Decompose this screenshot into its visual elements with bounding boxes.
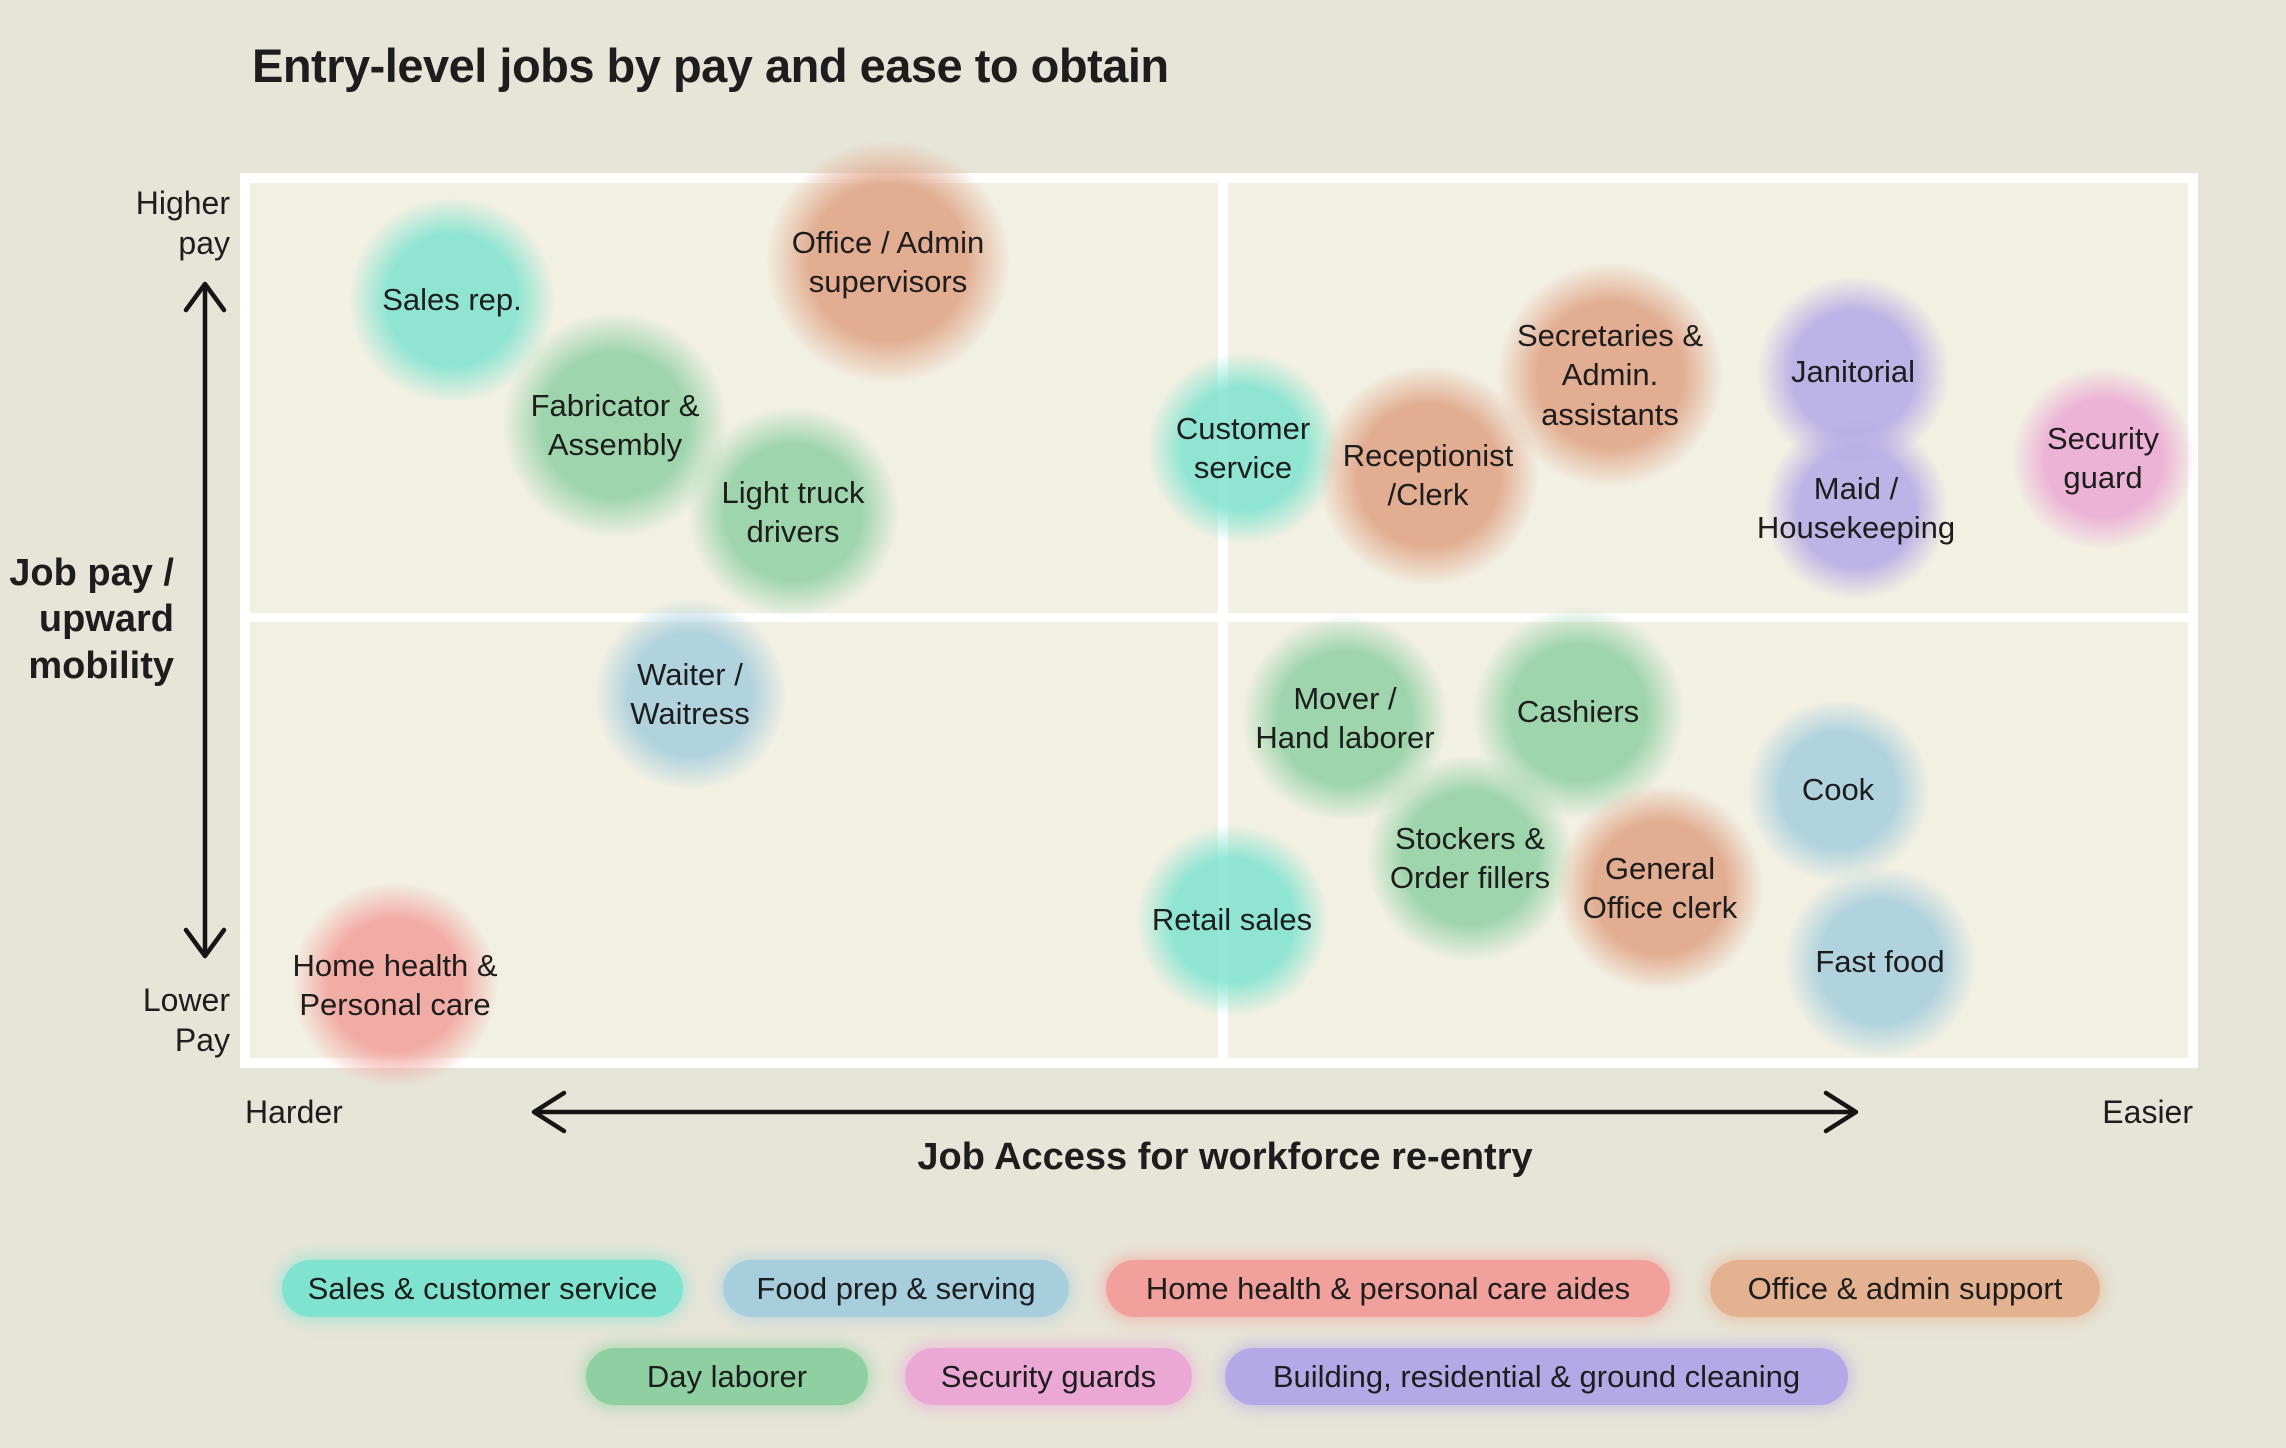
bubble-label: Mover / Hand laborer <box>1255 680 1435 755</box>
x-axis-arrow-icon <box>531 1090 1859 1134</box>
bubble-label: Stockers & Order fillers <box>1389 820 1551 895</box>
bubble-general-office-clerk: General Office clerk <box>1550 778 1770 998</box>
bubble-label: Maid / Housekeeping <box>1756 470 1956 545</box>
bubble-label: Sales rep. <box>382 282 522 318</box>
y-axis-top-label: Higher pay <box>135 185 230 261</box>
bubble-label: Fast food <box>1815 944 1945 980</box>
legend-pill-security: Security guards <box>905 1348 1192 1405</box>
bubble-security-guard: Security guard <box>2005 360 2201 556</box>
page-title: Entry-level jobs by pay and ease to obta… <box>252 39 1169 92</box>
bubble-secretaries-admin-assistants: Secretaries & Admin. assistants <box>1490 255 1730 495</box>
bubble-label: Cook <box>1801 772 1875 808</box>
legend-pill-cleaning: Building, residential & ground cleaning <box>1225 1348 1848 1405</box>
bubble-label: Office / Admin supervisors <box>791 224 985 299</box>
legend-pill-labor: Day laborer <box>586 1348 868 1405</box>
y-axis-title: Job pay / upward mobility <box>9 552 174 687</box>
bubble-label: Fabricator & Assembly <box>530 387 700 462</box>
bubble-label: Receptionist /Clerk <box>1342 437 1514 512</box>
bubble-label: Home health & Personal care <box>292 947 498 1022</box>
bubble-label: Janitorial <box>1790 354 1916 390</box>
bubble-home-health-personal-care: Home health & Personal care <box>285 875 505 1095</box>
bubble-label: Customer service <box>1175 410 1311 485</box>
bubble-light-truck-drivers: Light truck drivers <box>680 399 906 625</box>
bubble-customer-service: Customer service <box>1140 345 1346 551</box>
legend-pill-sales: Sales & customer service <box>282 1260 683 1317</box>
legend-pill-home: Home health & personal care aides <box>1106 1260 1670 1317</box>
bubble-fast-food: Fast food <box>1777 859 1983 1065</box>
x-axis-left-label: Harder <box>245 1094 343 1130</box>
bubble-label: Light truck drivers <box>721 474 865 549</box>
bubble-cook: Cook <box>1740 692 1936 888</box>
bubble-label: Secretaries & Admin. assistants <box>1516 318 1704 432</box>
bubble-label: General Office clerk <box>1582 850 1738 925</box>
bubble-stockers-order-fillers: Stockers & Order fillers <box>1360 748 1580 968</box>
y-axis-bottom-label: Lower Pay <box>142 982 230 1058</box>
bubble-label: Retail sales <box>1151 902 1313 938</box>
bubble-waiter-waitress: Waiter / Waitress <box>587 591 793 797</box>
y-axis-arrow-icon <box>183 281 227 959</box>
legend-pill-food: Food prep & serving <box>723 1260 1069 1317</box>
bubble-maid-housekeeping: Maid / Housekeeping <box>1756 410 1956 606</box>
x-axis-right-label: Easier <box>2102 1094 2193 1130</box>
x-axis-title: Job Access for workforce re-entry <box>917 1136 1533 1178</box>
bubble-retail-sales: Retail sales <box>1129 817 1335 1023</box>
legend-pill-office: Office & admin support <box>1710 1260 2100 1317</box>
bubble-label: Cashiers <box>1516 694 1640 730</box>
bubble-label: Security guard <box>2047 420 2159 495</box>
bubble-office-admin-supervisors: Office / Admin supervisors <box>758 132 1018 392</box>
bubble-label: Waiter / Waitress <box>630 656 750 731</box>
